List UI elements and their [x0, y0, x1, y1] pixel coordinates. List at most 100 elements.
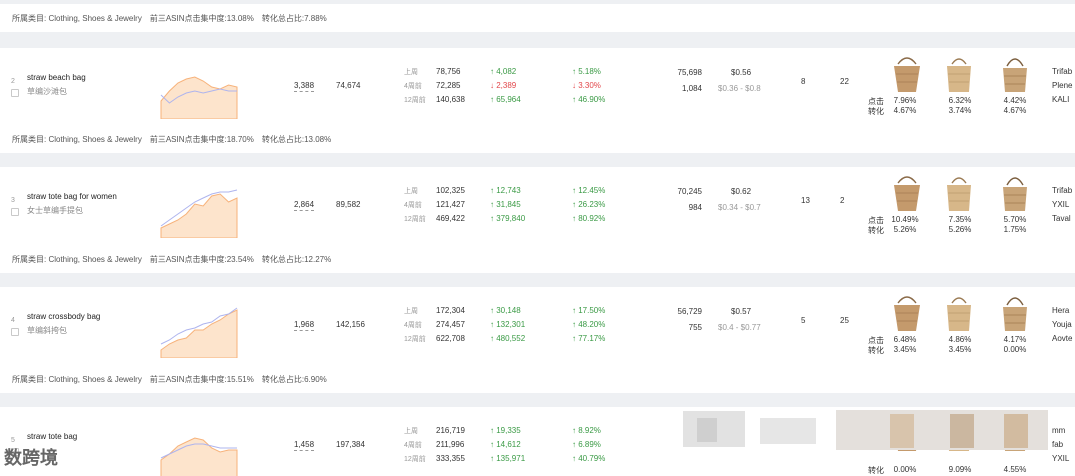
period-change: ↓ 2,389: [490, 81, 517, 90]
asin-conversion-share: 1.75%: [1003, 225, 1027, 234]
period-value: 78,756: [436, 67, 461, 76]
category-info-bar: 所属类目: Clothing, Shoes & Jewelry 前三ASIN点击…: [0, 4, 1075, 32]
search-rank[interactable]: 3,388: [294, 81, 315, 92]
click-count: 75,698: [677, 68, 702, 77]
top3-concentration: 前三ASIN点击集中度:15.51%: [149, 374, 254, 384]
product-thumbnail[interactable]: [996, 291, 1034, 333]
period-percent: ↑ 80.92%: [572, 214, 606, 223]
asin-conversion-share: 3.45%: [893, 345, 917, 354]
period-label: 上周: [404, 308, 418, 315]
click-count: 70,245: [677, 187, 702, 196]
asin-conversion-share: 3.74%: [948, 106, 972, 115]
asin-conversion-share: 5.26%: [893, 225, 917, 234]
period-label: 4周前: [404, 442, 422, 449]
period-percent: ↑ 12.45%: [572, 186, 606, 195]
category-label: 所属类目: Clothing, Shoes & Jewelry: [12, 13, 142, 23]
period-label: 上周: [404, 69, 418, 76]
asin-conversion-share: 0.00%: [1003, 345, 1027, 354]
period-value: 140,638: [436, 95, 465, 104]
asin-conversion-share: 9.09%: [948, 465, 972, 474]
keyword-translation: 草编沙滩包: [27, 87, 67, 96]
period-change: ↑ 30,148: [490, 306, 521, 315]
period-label: 上周: [404, 428, 418, 435]
keyword-row: 2 straw beach bag 草编沙滩包 3,388 74,674 上周 …: [0, 48, 1075, 134]
asin-click-share: 6.32%: [948, 96, 972, 105]
trend-line-purple: [160, 88, 237, 104]
category-label: 所属类目: Clothing, Shoes & Jewelry: [12, 134, 142, 144]
trend-sparkline[interactable]: [159, 180, 239, 238]
trend-area-orange: [160, 193, 238, 238]
period-percent: ↑ 5.18%: [572, 67, 601, 76]
period-change: ↑ 31,845: [490, 200, 521, 209]
asin-click-share: 7.35%: [948, 215, 972, 224]
product-count: 1,084: [681, 84, 702, 93]
asin-conversion-share: 4.67%: [893, 106, 917, 115]
period-change: ↑ 65,964: [490, 95, 521, 104]
asin-click-share: 6.48%: [893, 335, 917, 344]
period-value: 333,355: [436, 454, 465, 463]
avg-price: $0.57: [731, 307, 752, 316]
brand-name: YXIL: [1052, 200, 1070, 209]
keyword-translation: 草编斜挎包: [27, 326, 67, 335]
product-thumbnail[interactable]: [940, 171, 978, 213]
asin-conversion-share: 4.55%: [1003, 465, 1027, 474]
price-range: $0.4 - $0.77: [718, 323, 761, 332]
search-rank[interactable]: 2,864: [294, 200, 315, 211]
trend-sparkline[interactable]: [159, 300, 239, 358]
asin-click-share: 4.17%: [1003, 335, 1027, 344]
blurred-region: [950, 414, 974, 448]
conversion-share: 转化总占比:13.08%: [261, 134, 332, 144]
brand-name: Plene: [1052, 81, 1073, 90]
period-value: 102,325: [436, 186, 465, 195]
period-change: ↑ 132,301: [490, 320, 526, 329]
trend-area-orange: [160, 76, 238, 119]
keyword-link[interactable]: straw tote bag for women: [27, 192, 117, 201]
product-thumbnail[interactable]: [888, 52, 926, 94]
conversion-label: 转化: [868, 107, 884, 116]
period-percent: ↑ 6.89%: [572, 440, 601, 449]
brand-name: Youja: [1052, 320, 1072, 329]
blurred-region: [760, 418, 816, 444]
period-change: ↑ 135,971: [490, 454, 526, 463]
period-label: 4周前: [404, 202, 422, 209]
search-volume: 142,156: [336, 320, 365, 329]
keyword-link[interactable]: straw tote bag: [27, 432, 78, 441]
period-change: ↑ 4,082: [490, 67, 517, 76]
period-label: 12周前: [404, 216, 426, 223]
search-rank[interactable]: 1,968: [294, 320, 315, 331]
conversion-label: 转化: [868, 226, 884, 235]
product-thumbnail[interactable]: [996, 52, 1034, 94]
row-checkbox[interactable]: [11, 328, 19, 336]
row-checkbox[interactable]: [11, 208, 19, 216]
price-range: $0.34 - $0.7: [718, 203, 761, 212]
product-thumbnail[interactable]: [888, 171, 926, 213]
keyword-link[interactable]: straw crossbody bag: [27, 312, 101, 321]
period-label: 12周前: [404, 456, 426, 463]
avg-price: $0.62: [731, 187, 752, 196]
top3-concentration: 前三ASIN点击集中度:18.70%: [149, 134, 254, 144]
period-change: ↑ 379,840: [490, 214, 526, 223]
trend-line-purple: [160, 307, 238, 345]
row-checkbox[interactable]: [11, 89, 19, 97]
period-change: ↑ 19,335: [490, 426, 521, 435]
period-value: 469,422: [436, 214, 465, 223]
trend-line-purple: [160, 443, 237, 459]
period-label: 4周前: [404, 83, 422, 90]
trend-sparkline[interactable]: [159, 61, 239, 119]
period-change: ↑ 14,612: [490, 440, 521, 449]
product-thumbnail[interactable]: [996, 171, 1034, 213]
product-thumbnail[interactable]: [940, 291, 978, 333]
rank-number: 3: [11, 197, 15, 204]
keyword-link[interactable]: straw beach bag: [27, 73, 86, 82]
asin-conversion-share: 5.26%: [948, 225, 972, 234]
brand-name: Trifab: [1052, 186, 1073, 195]
search-volume: 74,674: [336, 81, 361, 90]
row-checkbox[interactable]: [11, 448, 19, 456]
product-thumbnail[interactable]: [940, 52, 978, 94]
period-percent: ↑ 17.50%: [572, 306, 606, 315]
rank-number: 2: [11, 78, 15, 85]
keyword-translation: 女士草编手提包: [27, 206, 83, 215]
trend-sparkline[interactable]: [159, 420, 239, 476]
search-rank[interactable]: 1,458: [294, 440, 315, 451]
product-thumbnail[interactable]: [888, 291, 926, 333]
